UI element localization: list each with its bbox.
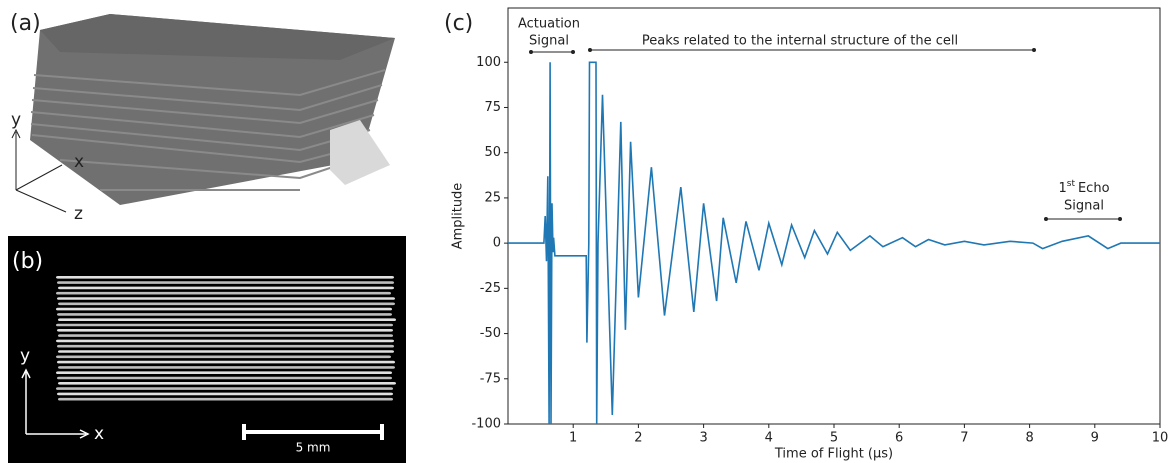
x-tick-label: 9: [1091, 431, 1099, 446]
bracket-end: [1118, 217, 1122, 221]
stripe: [57, 297, 395, 300]
scale-bar: [242, 424, 384, 440]
y-tick-label: 100: [476, 55, 501, 70]
stripe: [57, 376, 392, 380]
bracket-end: [529, 50, 533, 54]
x-tick-label: 4: [765, 431, 773, 446]
stripe: [58, 302, 395, 306]
stripe: [58, 350, 394, 353]
stripe: [58, 334, 393, 337]
bracket-end: [571, 50, 575, 54]
y-tick-label: -25: [480, 281, 501, 296]
stripe: [57, 344, 394, 348]
stripe: [56, 276, 394, 279]
stripe: [58, 318, 396, 321]
x-tick-label: 3: [699, 431, 707, 446]
stripe: [56, 339, 394, 343]
annotation: Actuation: [518, 17, 580, 32]
annotation-part: st: [1067, 179, 1076, 189]
stripe: [57, 281, 394, 284]
stripe: [56, 387, 393, 390]
stripe: [57, 313, 392, 316]
y-tick-label: 25: [484, 190, 501, 205]
axis-letter: x: [74, 152, 84, 172]
axis-letter: y: [20, 346, 30, 366]
y-tick-label: -75: [480, 371, 501, 386]
x-tick-label: 10: [1152, 431, 1169, 446]
panel-label: (c): [444, 11, 473, 36]
y-tick-label: 0: [493, 236, 501, 251]
stripe: [56, 323, 393, 327]
y-tick-label: 75: [484, 100, 501, 115]
bracket-end: [588, 48, 592, 52]
stripe: [56, 371, 392, 374]
layer-stripes: [56, 276, 396, 401]
annotation: Signal: [1064, 199, 1104, 214]
stripe: [58, 286, 394, 290]
x-tick-label: 2: [634, 431, 642, 446]
plot: -100 -75 -50 -25 0 25 50 75 100 1 2 3 4 5 6 7 8 9 10 Time o…: [451, 7, 1169, 462]
x-tick-label: 8: [1025, 431, 1033, 446]
stripe: [56, 307, 392, 311]
x-tick-label: 1: [569, 431, 577, 446]
stripe: [58, 397, 393, 401]
axes-pair: [21, 368, 90, 439]
stripe: [57, 360, 395, 364]
axis-letter: y: [11, 110, 21, 130]
stripe: [58, 366, 395, 369]
y-axis-label: Amplitude: [451, 183, 466, 250]
panel-label: (a): [10, 11, 41, 36]
panel-label: (b): [12, 249, 43, 274]
axis-letter: x: [94, 424, 104, 444]
stripe: [57, 329, 393, 332]
annotation: 1st Echo: [1058, 179, 1109, 196]
x-tick-label: 6: [895, 431, 903, 446]
stripe: [58, 382, 396, 385]
bracket-end: [1032, 48, 1036, 52]
annotation: Signal: [529, 34, 569, 49]
annotation-part: 1: [1058, 181, 1066, 196]
y-tick-label: 50: [484, 145, 501, 160]
x-tick-label: 5: [830, 431, 838, 446]
stripe: [56, 355, 391, 359]
scale-label: 5 mm: [296, 441, 331, 455]
stripe: [56, 291, 391, 295]
panel-a-image: [30, 14, 395, 205]
x-tick-label: 7: [960, 431, 968, 446]
signal-line: [508, 61, 1160, 425]
panel-b-image: [8, 236, 406, 463]
y-tick-label: -50: [480, 326, 501, 341]
y-tick-label: -100: [471, 417, 501, 432]
annotation: Peaks related to the internal structure …: [642, 34, 958, 49]
axes-triad: [11, 128, 67, 213]
axis-letter: z: [74, 204, 83, 224]
x-axis-label: Time of Flight (µs): [774, 447, 893, 462]
bracket-end: [1044, 217, 1048, 221]
annotation-part: Echo: [1078, 181, 1110, 196]
stripe: [57, 392, 393, 396]
